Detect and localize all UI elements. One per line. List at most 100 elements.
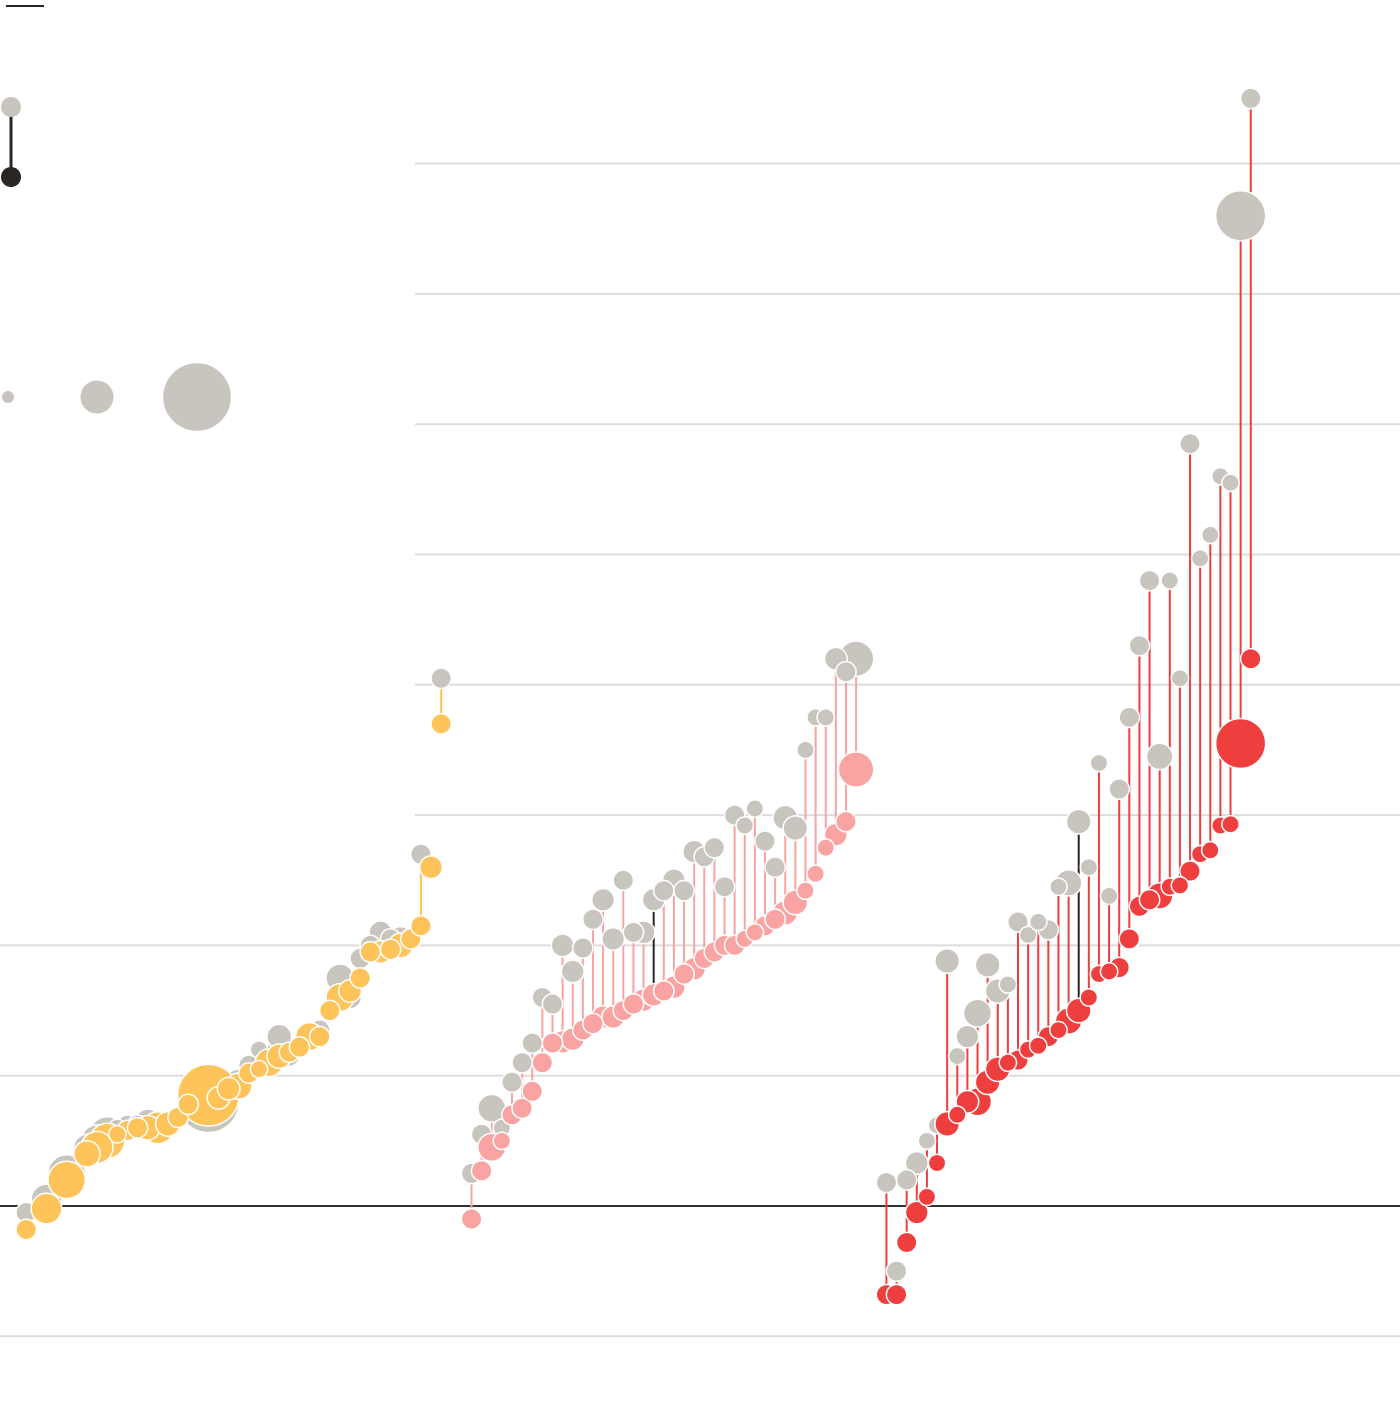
after-point: [835, 810, 857, 833]
before-point: [816, 707, 836, 727]
before-point: [754, 830, 776, 853]
after-point: [1138, 888, 1161, 911]
before-point: [591, 887, 616, 912]
after-point: [15, 1218, 38, 1241]
legend-size-circle: [2, 391, 14, 403]
after-point: [885, 1283, 908, 1306]
before-point: [550, 933, 575, 958]
before-point: [1170, 668, 1190, 688]
before-point: [1221, 473, 1240, 493]
before-point: [835, 660, 857, 683]
after-point: [359, 941, 382, 963]
after-point: [582, 1012, 604, 1035]
after-point: [318, 999, 341, 1022]
after-point: [349, 967, 372, 989]
before-point: [1200, 525, 1220, 545]
before-point: [521, 1032, 544, 1055]
after-point: [47, 1160, 87, 1200]
before-point: [1214, 189, 1267, 242]
before-point: [745, 799, 765, 818]
after-point: [1239, 647, 1262, 670]
after-point: [904, 1200, 929, 1225]
legend-after-dot: [1, 167, 21, 187]
before-point: [1179, 432, 1201, 455]
before-point: [1145, 742, 1174, 771]
after-point: [30, 1192, 63, 1225]
before-point: [1028, 912, 1048, 932]
after-point: [521, 1080, 544, 1103]
before-point: [1190, 549, 1210, 568]
before-point: [1065, 808, 1092, 835]
after-point: [796, 881, 815, 901]
before-point: [430, 667, 453, 690]
before-point: [501, 1071, 523, 1094]
before-point: [1049, 877, 1068, 897]
after-point: [460, 1208, 483, 1230]
before-point: [582, 908, 604, 931]
before-point: [962, 998, 993, 1028]
after-point: [895, 1231, 918, 1254]
after-point: [1079, 988, 1099, 1007]
before-point: [974, 951, 1001, 978]
after-point: [430, 712, 453, 735]
after-point: [249, 1059, 269, 1079]
after-point: [216, 1076, 241, 1101]
before-point: [955, 1024, 980, 1049]
before-point: [895, 1169, 918, 1191]
before-point: [796, 740, 815, 760]
after-point: [531, 1051, 554, 1074]
after-point: [1028, 1036, 1048, 1056]
legend-change-key: [1, 97, 21, 187]
after-point: [837, 751, 875, 788]
legend-size-circle: [80, 380, 114, 414]
before-point: [1118, 706, 1141, 729]
after-point: [622, 993, 645, 1015]
before-point: [541, 993, 564, 1015]
after-point: [1221, 814, 1240, 834]
before-point: [917, 1131, 937, 1151]
after-point: [177, 1093, 200, 1116]
after-point: [927, 1153, 947, 1173]
after-point: [1049, 1020, 1068, 1040]
before-point: [622, 921, 645, 944]
before-point: [875, 1171, 898, 1194]
after-point: [998, 1053, 1018, 1073]
after-point: [1099, 962, 1119, 981]
before-point: [782, 815, 809, 842]
after-point: [73, 1139, 101, 1168]
after-point: [379, 938, 402, 961]
after-point: [107, 1124, 127, 1144]
after-point: [1118, 927, 1141, 950]
legend-size-key: [2, 363, 231, 431]
before-point: [713, 875, 736, 898]
after-point: [816, 838, 836, 858]
before-point: [511, 1051, 534, 1074]
before-point: [1128, 634, 1151, 657]
after-point: [492, 1131, 512, 1151]
after-point: [1179, 860, 1201, 883]
after-point: [511, 1097, 534, 1120]
before-point: [601, 926, 626, 951]
before-point: [1138, 569, 1161, 592]
before-point: [612, 869, 635, 892]
before-point: [477, 1093, 507, 1123]
legend-size-circle: [163, 363, 231, 431]
after-point: [764, 908, 787, 931]
after-point: [288, 1036, 311, 1058]
before-point: [560, 959, 585, 984]
before-point: [703, 836, 726, 859]
before-point: [571, 937, 594, 959]
after-point: [418, 855, 444, 880]
before-point: [1239, 87, 1262, 110]
before-point: [947, 1046, 967, 1066]
after-point: [652, 980, 675, 1002]
before-point: [673, 879, 695, 902]
before-point: [1108, 778, 1131, 800]
after-point: [673, 963, 695, 985]
legend: [1, 5, 231, 431]
after-point: [1200, 840, 1220, 860]
before-point: [764, 856, 787, 879]
legend-before-dot: [1, 97, 21, 117]
after-point: [1214, 717, 1267, 770]
